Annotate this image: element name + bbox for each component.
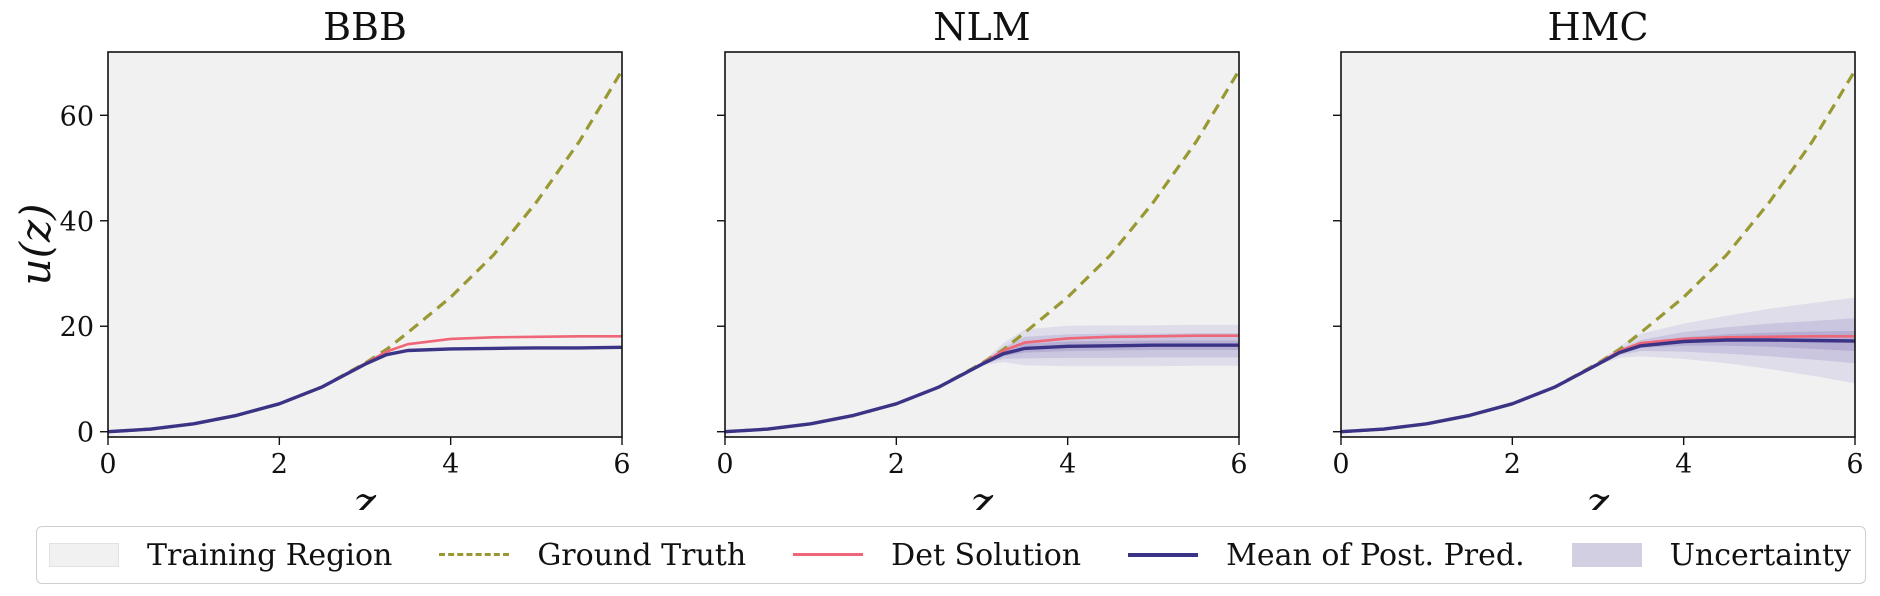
legend-item-ground-truth: Ground Truth [439, 538, 746, 573]
panel-title: HMC [1547, 5, 1648, 49]
x-tick-label: 4 [442, 449, 459, 480]
legend-item-mean-post-pred: Mean of Post. Pred. [1128, 538, 1525, 573]
uncertainty-band-1 [725, 340, 1239, 432]
x-tick-label: 2 [888, 449, 905, 480]
training-region [725, 52, 1239, 437]
legend-item-det-solution: Det Solution [793, 538, 1081, 573]
axes-frame [1340, 51, 1856, 438]
y-tick-label: 60 [60, 101, 94, 132]
x-tick-label: 6 [1846, 449, 1863, 480]
x-tick-label: 2 [271, 449, 288, 480]
x-tick-label: 2 [1504, 449, 1521, 480]
x-tick-label: 0 [716, 449, 733, 480]
x-axis-label: z [1586, 478, 1610, 510]
mean-post-pred-line [724, 343, 1239, 434]
training-region-swatch-icon [49, 542, 119, 568]
x-tick-label: 6 [1230, 449, 1247, 480]
legend-item-uncertainty: Uncertainty [1571, 537, 1851, 573]
x-tick-label: 4 [1059, 449, 1076, 480]
y-tick-label: 40 [60, 207, 94, 238]
axes-frame [107, 51, 623, 438]
x-tick-label: 0 [1332, 449, 1349, 480]
x-tick-label: 0 [99, 449, 116, 480]
x-axis-label: z [353, 478, 377, 510]
legend-item-training-region: Training Region [49, 538, 392, 573]
legend-label: Mean of Post. Pred. [1226, 537, 1525, 573]
legend: Training Region Ground Truth Det Solutio… [36, 526, 1866, 584]
legend-label: Training Region [147, 537, 393, 573]
axes-frame [724, 51, 1240, 438]
legend-label: Uncertainty [1669, 537, 1851, 573]
dashed-line-swatch-icon [439, 542, 510, 568]
x-tick-label: 4 [1675, 449, 1692, 480]
panel-hmc: 0 2 4 6 HMC z [1332, 5, 1863, 510]
mean-post-pred-line [107, 345, 623, 434]
y-axis-label: u(z) [11, 204, 60, 286]
legend-label: Ground Truth [537, 537, 747, 573]
y-tick-label: 0 [77, 418, 94, 449]
uncertainty-swatch-icon [1571, 542, 1642, 568]
training-region [1341, 52, 1855, 437]
panel-title: BBB [323, 5, 407, 49]
panel-title: NLM [933, 5, 1030, 49]
red-line-swatch-icon [793, 542, 864, 568]
figure: 0 2 4 6 0 20 40 60 BBB z u(z) 0 2 4 6 NLM z 0 2 4 6 HMC z [11, 5, 1864, 510]
uncertainty-band-2 [725, 333, 1239, 432]
uncertainty-band-2 [1341, 318, 1855, 432]
panel-nlm: 0 2 4 6 NLM z [716, 5, 1247, 510]
mean-post-pred-line [1340, 338, 1856, 434]
y-tick-label: 20 [60, 312, 94, 343]
navy-line-swatch-icon [1128, 542, 1199, 568]
x-axis-label: z [970, 478, 994, 510]
x-tick-label: 6 [613, 449, 630, 480]
training-region [108, 52, 622, 437]
legend-label: Det Solution [891, 537, 1082, 573]
